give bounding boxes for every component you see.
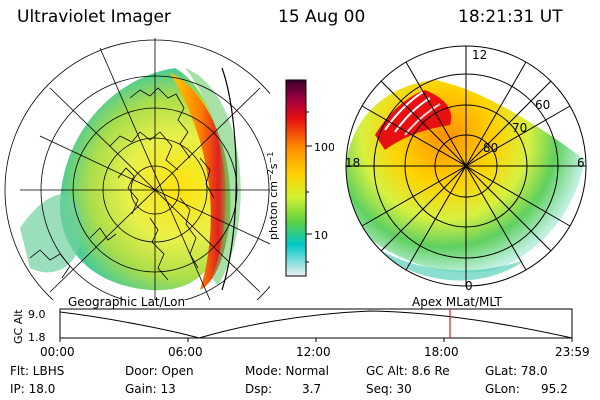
mlt-label-18: 18 bbox=[345, 156, 360, 170]
door-info: Door: Open bbox=[125, 364, 194, 378]
time-label: 18:21:31 UT bbox=[458, 7, 563, 27]
color-bar-tick-100: 100 bbox=[314, 141, 334, 154]
geographic-caption: Geographic Lat/Lon bbox=[68, 295, 186, 309]
timeline-ytick-high: 9.0 bbox=[28, 308, 46, 321]
color-bar-unit: photon cm−2s−1 bbox=[266, 152, 280, 240]
dsp-label: Dsp: bbox=[245, 382, 273, 396]
dayside-aurora bbox=[375, 90, 452, 150]
lat-label-70: 70 bbox=[512, 121, 527, 135]
timeline-xtick-0000: 00:00 bbox=[40, 345, 75, 359]
lat-label-60: 60 bbox=[535, 98, 550, 112]
color-bar-scale bbox=[285, 79, 307, 277]
gc-alt-info: GC Alt: 8.6 Re bbox=[366, 364, 450, 378]
glat-info: GLat: 78.0 bbox=[485, 364, 548, 378]
timeline-ytick-low: 1.8 bbox=[28, 331, 46, 344]
filter-info: Flt: LBHS bbox=[10, 364, 65, 378]
color-bar: 100 10 photon cm−2s−1 bbox=[266, 79, 334, 277]
date-label: 15 Aug 00 bbox=[278, 7, 366, 27]
timeline-xtick-0600: 06:00 bbox=[168, 345, 203, 359]
geographic-image bbox=[4, 38, 270, 300]
dsp-value: 3.7 bbox=[302, 382, 322, 396]
apex-image: 12 18 6 0 60 70 80 bbox=[345, 45, 587, 292]
ip-info: IP: 18.0 bbox=[10, 382, 56, 396]
timeline-xtick-2359: 23:59 bbox=[555, 345, 590, 359]
timeline-xtick-1200: 12:00 bbox=[296, 345, 331, 359]
lat-label-80: 80 bbox=[483, 141, 498, 155]
apex-caption: Apex MLat/MLT bbox=[412, 295, 502, 309]
seq-info: Seq: 30 bbox=[366, 382, 412, 396]
aurora-emission bbox=[60, 68, 226, 291]
instrument-title: Ultraviolet Imager bbox=[17, 7, 171, 27]
timeline-axis-label: GC Alt bbox=[12, 309, 25, 344]
altitude-timeline: GC Alt 9.0 1.8 00:00 06:00 12:00 18:00 2… bbox=[12, 308, 590, 359]
altitude-curve bbox=[59, 310, 573, 339]
mlt-label-6: 6 bbox=[577, 156, 585, 170]
gain-info: Gain: 13 bbox=[125, 382, 176, 396]
mlt-label-0: 0 bbox=[465, 279, 473, 292]
mlt-label-12: 12 bbox=[472, 48, 487, 62]
glon-label: GLon: bbox=[485, 382, 520, 396]
color-bar-tick-10: 10 bbox=[314, 229, 328, 242]
timeline-frame bbox=[59, 308, 573, 339]
mode-info: Mode: Normal bbox=[245, 364, 329, 378]
timeline-xtick-1800: 18:00 bbox=[424, 345, 459, 359]
glon-value: 95.2 bbox=[541, 382, 568, 396]
